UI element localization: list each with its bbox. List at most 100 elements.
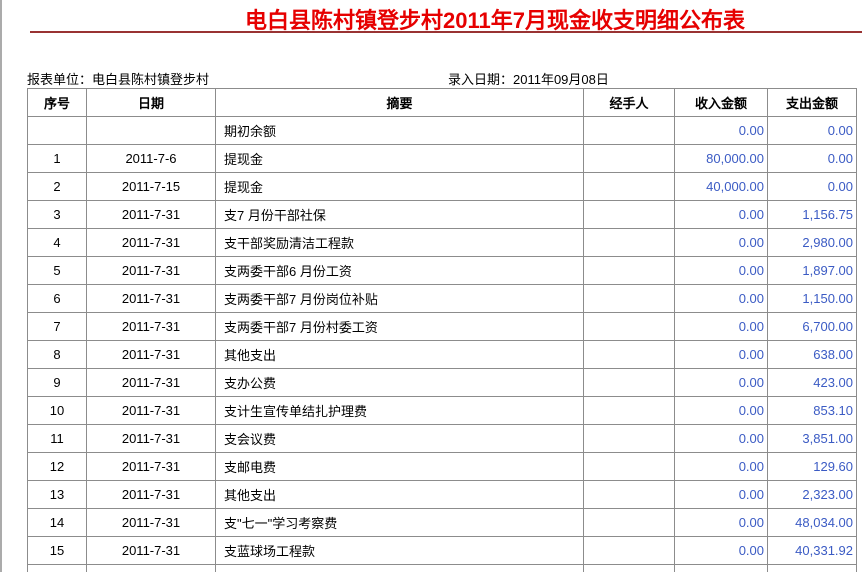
cell-summary: 支邮电费 <box>215 452 584 481</box>
cell-income: 0.00 <box>674 452 768 481</box>
cell-expense: 3,851.00 <box>767 424 857 453</box>
cell-handler <box>583 480 675 509</box>
table-row: 15 2011-7-31 支蓝球场工程款 0.00 40,331.92 <box>27 536 857 565</box>
cell-no <box>27 564 87 572</box>
table-row <box>27 564 857 572</box>
cell-handler <box>583 424 675 453</box>
cell-summary: 期初余额 <box>215 116 584 145</box>
cell-summary: 其他支出 <box>215 480 584 509</box>
cell-date: 2011-7-31 <box>86 200 216 229</box>
cell-handler <box>583 340 675 369</box>
table-body: 期初余额 0.00 0.00 1 2011-7-6 提现金 80,000.00 0.00 2 20… <box>27 116 857 572</box>
table-row: 14 2011-7-31 支"七一"学习考察费 0.00 48,034.00 <box>27 508 857 537</box>
cell-handler <box>583 312 675 341</box>
table-row: 8 2011-7-31 其他支出 0.00 638.00 <box>27 340 857 369</box>
cell-expense: 853.10 <box>767 396 857 425</box>
cell-no: 10 <box>27 396 87 425</box>
cell-summary: 支办公费 <box>215 368 584 397</box>
cell-date <box>86 116 216 145</box>
header-date: 日期 <box>86 88 216 117</box>
cell-date: 2011-7-31 <box>86 312 216 341</box>
cell-handler <box>583 564 675 572</box>
page-title: 电白县陈村镇登步村2011年7月现金收支明细公布表 <box>245 8 745 33</box>
cell-no: 2 <box>27 172 87 201</box>
cell-summary <box>215 564 584 572</box>
cell-handler <box>583 536 675 565</box>
cell-summary: 提现金 <box>215 144 584 173</box>
table-row: 4 2011-7-31 支干部奖励清洁工程款 0.00 2,980.00 <box>27 228 857 257</box>
cell-date: 2011-7-31 <box>86 340 216 369</box>
cell-income: 0.00 <box>674 480 768 509</box>
table-row: 期初余额 0.00 0.00 <box>27 116 857 145</box>
cell-expense: 0.00 <box>767 144 857 173</box>
cell-no: 12 <box>27 452 87 481</box>
cell-income: 0.00 <box>674 116 768 145</box>
cell-no: 4 <box>27 228 87 257</box>
entry-date-label: 录入日期：2011年09月08日 <box>448 72 609 87</box>
cell-date: 2011-7-31 <box>86 508 216 537</box>
cell-summary: 提现金 <box>215 172 584 201</box>
cell-income: 0.00 <box>674 228 768 257</box>
cell-no: 14 <box>27 508 87 537</box>
cell-handler <box>583 172 675 201</box>
table-row: 5 2011-7-31 支两委干部6 月份工资 0.00 1,897.00 <box>27 256 857 285</box>
cell-handler <box>583 284 675 313</box>
header-no: 序号 <box>27 88 87 117</box>
cell-summary: 支两委干部7 月份岗位补贴 <box>215 284 584 313</box>
table-row: 9 2011-7-31 支办公费 0.00 423.00 <box>27 368 857 397</box>
table-row: 1 2011-7-6 提现金 80,000.00 0.00 <box>27 144 857 173</box>
table-row: 10 2011-7-31 支计生宣传单结扎护理费 0.00 853.10 <box>27 396 857 425</box>
cell-no: 9 <box>27 368 87 397</box>
cell-expense: 40,331.92 <box>767 536 857 565</box>
table-row: 13 2011-7-31 其他支出 0.00 2,323.00 <box>27 480 857 509</box>
cell-summary: 支"七一"学习考察费 <box>215 508 584 537</box>
cell-date: 2011-7-15 <box>86 172 216 201</box>
cell-date: 2011-7-31 <box>86 256 216 285</box>
cell-summary: 支蓝球场工程款 <box>215 536 584 565</box>
cell-no <box>27 116 87 145</box>
cell-income: 0.00 <box>674 256 768 285</box>
table-row: 6 2011-7-31 支两委干部7 月份岗位补贴 0.00 1,150.00 <box>27 284 857 313</box>
cell-handler <box>583 200 675 229</box>
cell-income: 0.00 <box>674 312 768 341</box>
cell-summary: 其他支出 <box>215 340 584 369</box>
cell-date <box>86 564 216 572</box>
cell-expense: 423.00 <box>767 368 857 397</box>
cell-income: 80,000.00 <box>674 144 768 173</box>
cell-summary: 支干部奖励清洁工程款 <box>215 228 584 257</box>
cell-expense: 638.00 <box>767 340 857 369</box>
cell-handler <box>583 144 675 173</box>
cell-expense: 2,323.00 <box>767 480 857 509</box>
cell-income: 0.00 <box>674 368 768 397</box>
cell-handler <box>583 452 675 481</box>
table-row: 12 2011-7-31 支邮电费 0.00 129.60 <box>27 452 857 481</box>
cell-income: 0.00 <box>674 284 768 313</box>
cell-no: 8 <box>27 340 87 369</box>
cell-summary: 支计生宣传单结扎护理费 <box>215 396 584 425</box>
cell-income: 0.00 <box>674 200 768 229</box>
cell-income: 0.00 <box>674 508 768 537</box>
cell-date: 2011-7-31 <box>86 536 216 565</box>
cell-handler <box>583 256 675 285</box>
cell-income: 40,000.00 <box>674 172 768 201</box>
header-expense: 支出金额 <box>767 88 857 117</box>
cell-date: 2011-7-6 <box>86 144 216 173</box>
cell-expense: 1,156.75 <box>767 200 857 229</box>
cell-expense: 129.60 <box>767 452 857 481</box>
cell-expense <box>767 564 857 572</box>
cell-expense: 0.00 <box>767 116 857 145</box>
cell-handler <box>583 368 675 397</box>
cell-handler <box>583 508 675 537</box>
header-handler: 经手人 <box>583 88 675 117</box>
cell-date: 2011-7-31 <box>86 480 216 509</box>
cell-income <box>674 564 768 572</box>
header-summary: 摘要 <box>215 88 584 117</box>
cell-expense: 2,980.00 <box>767 228 857 257</box>
cell-summary: 支会议费 <box>215 424 584 453</box>
cell-expense: 0.00 <box>767 172 857 201</box>
cell-income: 0.00 <box>674 424 768 453</box>
cell-handler <box>583 396 675 425</box>
report-unit-label: 报表单位：电白县陈村镇登步村 <box>27 72 210 87</box>
cell-income: 0.00 <box>674 340 768 369</box>
window-left-border <box>0 0 2 572</box>
